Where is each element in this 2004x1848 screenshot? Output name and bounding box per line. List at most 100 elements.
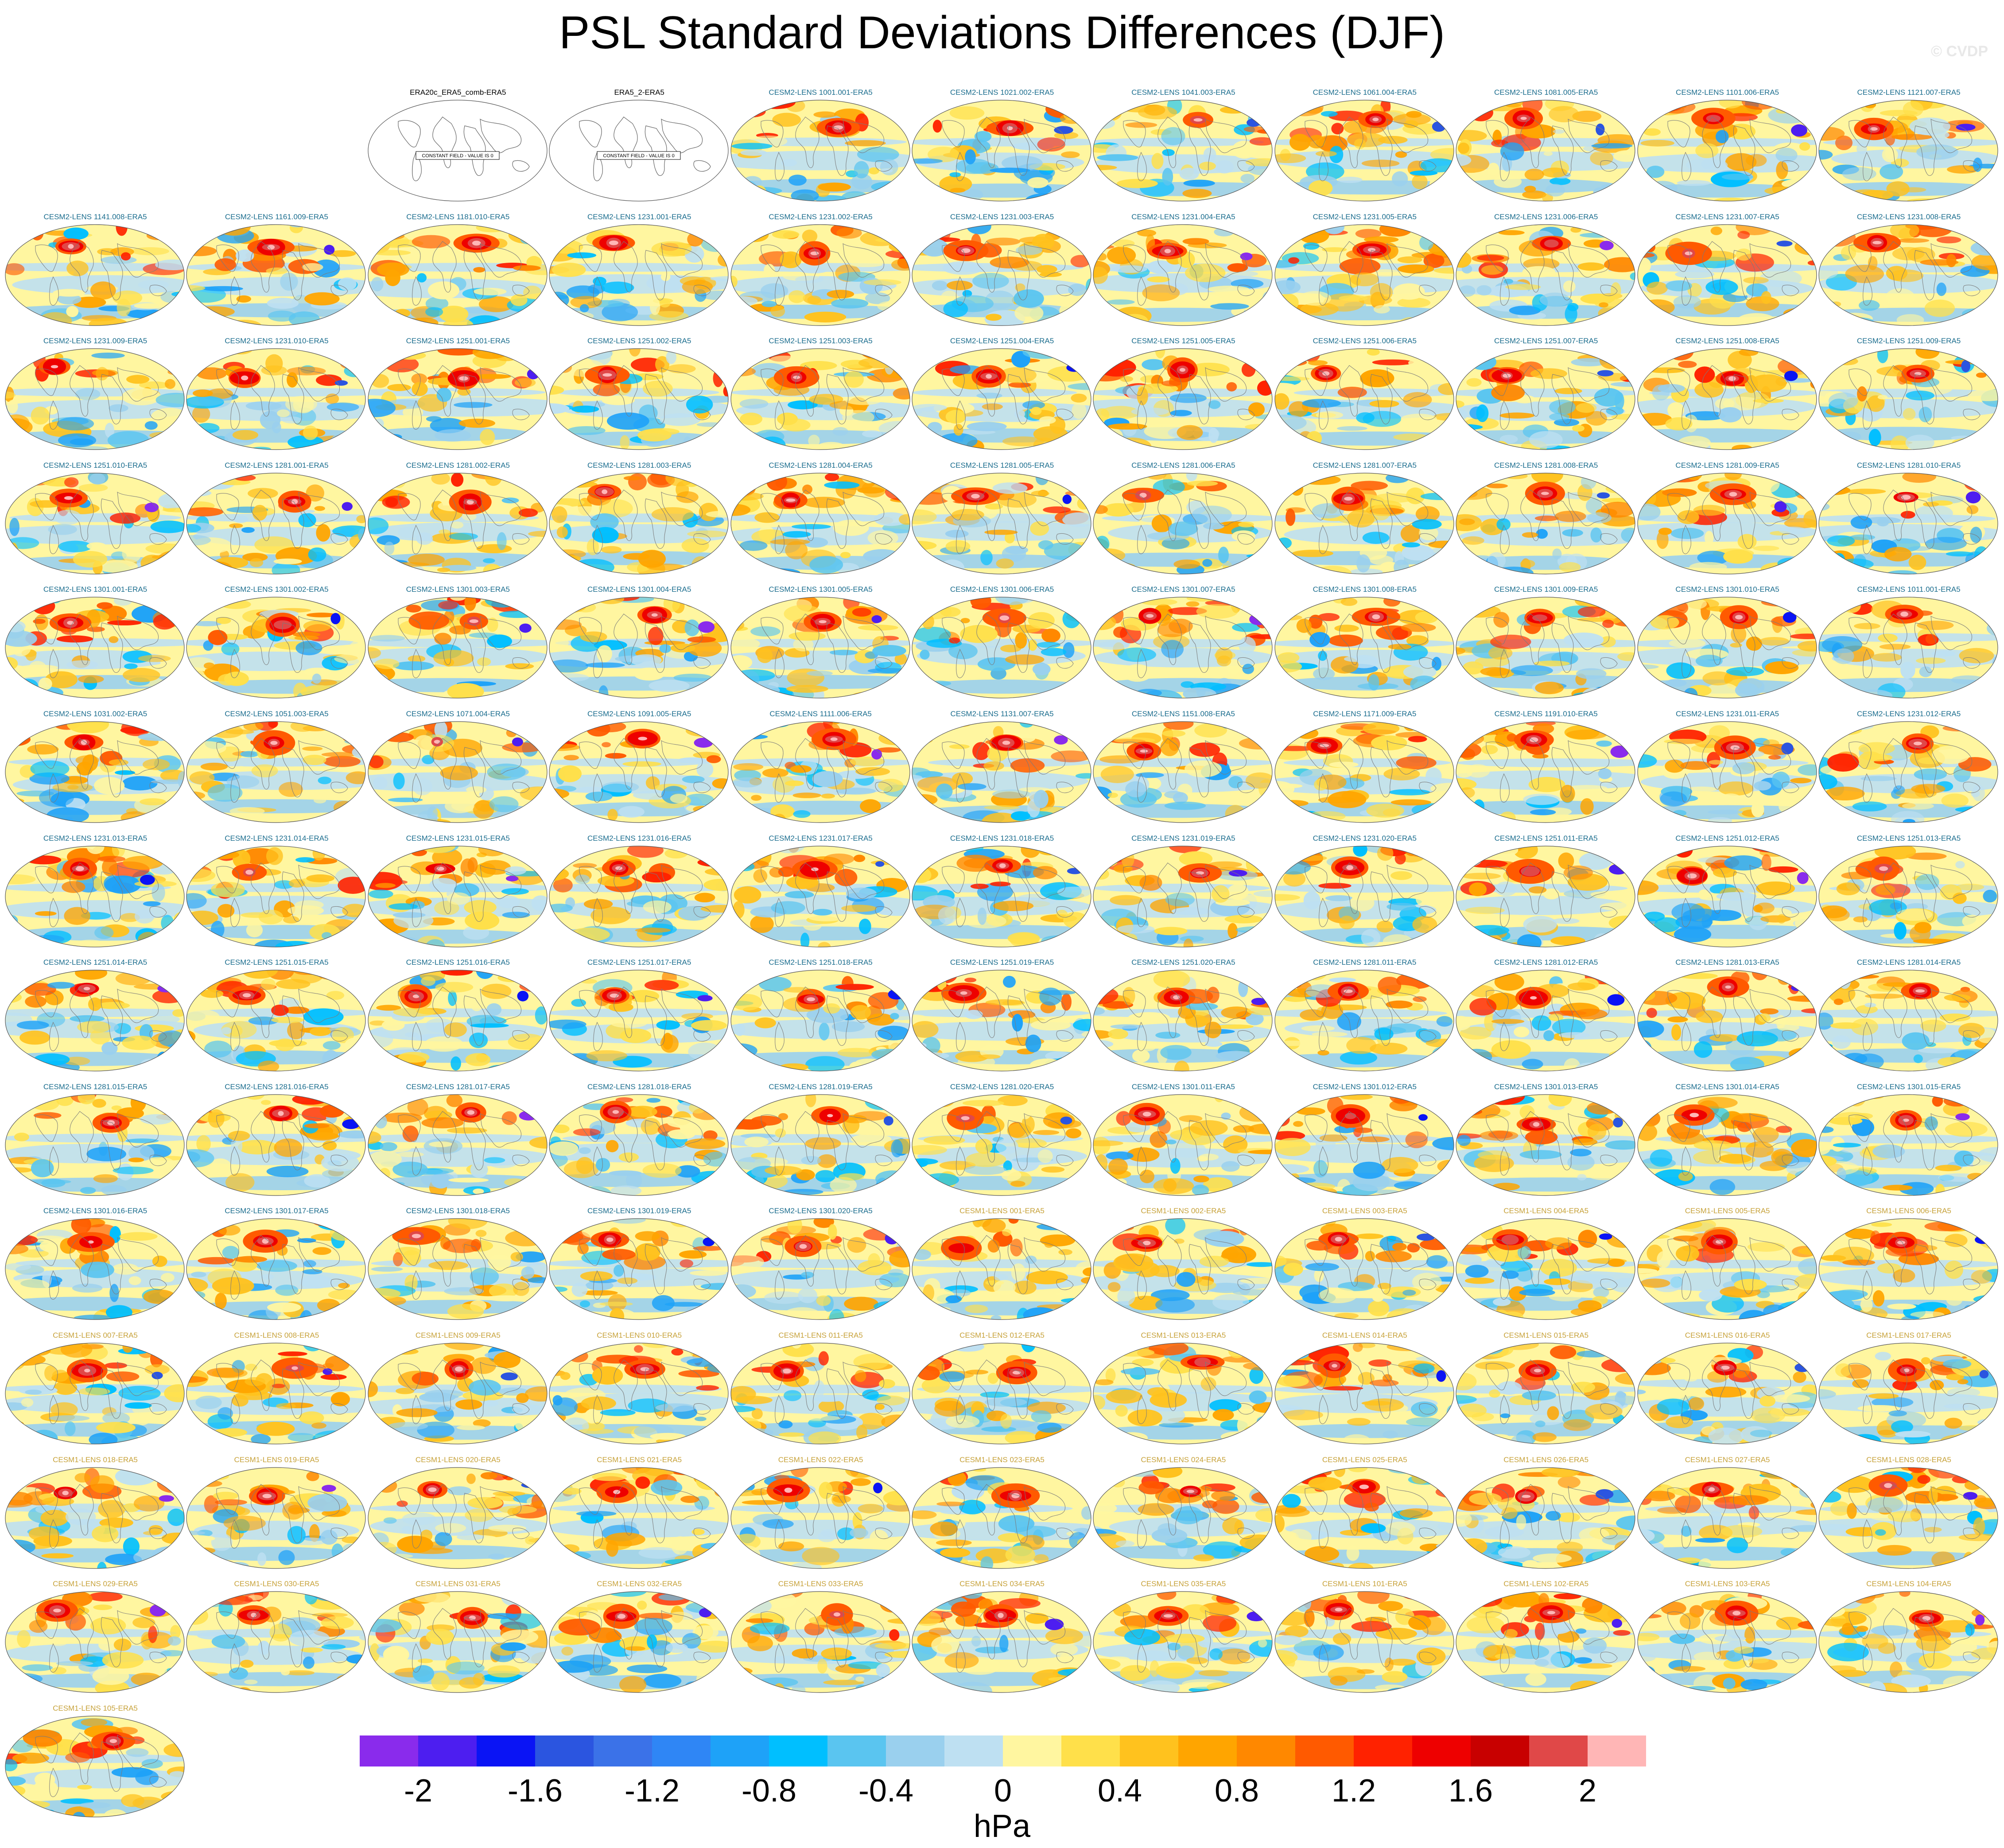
map-panel-label: CESM1-LENS 005-ERA5: [1685, 1207, 1770, 1215]
globe-map: [1637, 845, 1817, 947]
globe-map: [5, 1343, 185, 1444]
figure-title: PSL Standard Deviations Differences (DJF…: [559, 7, 1445, 58]
globe-map: [1093, 1467, 1273, 1569]
map-panel: CESM2-LENS 1301.009-ERA5: [1455, 585, 1637, 709]
map-panel-label: CESM2-LENS 1301.005-ERA5: [769, 585, 873, 594]
colorbar-swatch: [1588, 1735, 1646, 1766]
globe-map: [1456, 224, 1635, 326]
map-panel-label: CESM1-LENS 032-ERA5: [597, 1580, 682, 1588]
map-panel-label: CESM2-LENS 1281.012-ERA5: [1494, 958, 1598, 967]
map-panel: CESM1-LENS 012-ERA5: [911, 1331, 1093, 1455]
map-panel-label: CESM1-LENS 009-ERA5: [415, 1331, 501, 1339]
map-panel-label: CESM2-LENS 1231.008-ERA5: [1856, 212, 1961, 221]
map-panel: CESM2-LENS 1251.002-ERA5: [548, 336, 730, 460]
map-panel: CESM2-LENS 1151.008-ERA5: [1092, 709, 1274, 833]
map-panel-label: CESM1-LENS 016-ERA5: [1685, 1331, 1770, 1339]
map-panel-label: CESM2-LENS 1021.002-ERA5: [950, 88, 1054, 97]
map-panel: CESM1-LENS 014-ERA5: [1274, 1331, 1456, 1455]
colorbar-tick-label: 0: [994, 1773, 1012, 1809]
map-panel-label: CESM2-LENS 1251.011-ERA5: [1494, 834, 1598, 842]
map-panel: CESM1-LENS 035-ERA5: [1092, 1579, 1274, 1703]
globe-map: [368, 1343, 548, 1444]
map-panel-label: CESM1-LENS 010-ERA5: [597, 1331, 682, 1339]
map-panel-label: CESM2-LENS 1061.004-ERA5: [1313, 88, 1417, 97]
globe-map: [368, 845, 548, 947]
map-panel: CESM1-LENS 032-ERA5: [548, 1579, 730, 1703]
map-panel-label: CESM1-LENS 008-ERA5: [234, 1331, 319, 1339]
globe-map: [5, 721, 185, 823]
map-panel-label: CESM2-LENS 1251.016-ERA5: [406, 958, 510, 967]
map-panel: CESM2-LENS 1301.004-ERA5: [548, 585, 730, 709]
globe-map: [730, 970, 910, 1072]
map-panel: CESM1-LENS 105-ERA5: [4, 1704, 186, 1828]
map-panel: CESM2-LENS 1011.001-ERA5: [1818, 585, 2000, 709]
map-panel-label: CESM1-LENS 034-ERA5: [959, 1580, 1045, 1588]
map-panel-label: CESM2-LENS 1231.017-ERA5: [769, 834, 873, 842]
map-panel: CESM2-LENS 1231.003-ERA5: [911, 212, 1093, 336]
globe-map: [368, 1094, 548, 1196]
map-panel-label: CESM2-LENS 1251.020-ERA5: [1131, 958, 1235, 967]
globe-map: [186, 1343, 366, 1444]
map-panel-label: CESM2-LENS 1231.020-ERA5: [1313, 834, 1417, 842]
map-panel: CESM2-LENS 1281.009-ERA5: [1637, 461, 1818, 585]
map-panel: CESM2-LENS 1251.017-ERA5: [548, 958, 730, 1082]
map-panel-label: CESM1-LENS 028-ERA5: [1866, 1455, 1951, 1464]
map-panel: CESM2-LENS 1231.017-ERA5: [730, 834, 912, 958]
map-panel: CESM2-LENS 1301.012-ERA5: [1274, 1082, 1456, 1206]
map-panel-label: CESM2-LENS 1151.008-ERA5: [1131, 710, 1235, 718]
map-panel: CESM2-LENS 1251.012-ERA5: [1637, 834, 1818, 958]
globe-map: [730, 1467, 910, 1569]
map-panel: CESM2-LENS 1251.003-ERA5: [730, 336, 912, 460]
map-panel-label: CESM1-LENS 026-ERA5: [1503, 1455, 1589, 1464]
colorbar-swatch: [886, 1735, 945, 1766]
globe-map: [1093, 970, 1273, 1072]
map-panel: CESM2-LENS 1071.004-ERA5: [367, 709, 549, 833]
map-panel-label: CESM2-LENS 1301.002-ERA5: [225, 585, 329, 594]
colorbar-units-label: hPa: [973, 1809, 1031, 1844]
globe-map: [5, 224, 185, 326]
globe-map: [186, 721, 366, 823]
map-panel: CESM1-LENS 101-ERA5: [1274, 1579, 1456, 1703]
globe-map: [186, 348, 366, 450]
map-panel-label: CESM2-LENS 1301.020-ERA5: [769, 1207, 873, 1215]
globe-map: [1456, 1094, 1635, 1196]
globe-map: [549, 970, 729, 1072]
globe-map: [912, 845, 1091, 947]
map-panel: CESM1-LENS 104-ERA5: [1818, 1579, 2000, 1703]
map-panel: CESM1-LENS 021-ERA5: [548, 1455, 730, 1579]
map-panel-label: CESM2-LENS 1281.007-ERA5: [1313, 461, 1417, 470]
globe-map: [1274, 970, 1454, 1072]
globe-map: [5, 1591, 185, 1693]
globe-map: [1274, 224, 1454, 326]
map-panel: CESM2-LENS 1251.004-ERA5: [911, 336, 1093, 460]
globe-map: [368, 970, 548, 1072]
globe-map: [549, 1467, 729, 1569]
globe-map: [1093, 473, 1273, 575]
map-panel-label: CESM1-LENS 031-ERA5: [415, 1580, 501, 1588]
globe-map: [186, 845, 366, 947]
map-panel-label: CESM2-LENS 1301.009-ERA5: [1494, 585, 1598, 594]
map-panel-label: CESM2-LENS 1301.004-ERA5: [587, 585, 691, 594]
map-panel-label: CESM2-LENS 1011.001-ERA5: [1857, 585, 1961, 594]
map-panel-label: CESM2-LENS 1191.010-ERA5: [1494, 710, 1598, 718]
map-panel: CESM2-LENS 1301.018-ERA5: [367, 1206, 549, 1330]
map-panel-label: CESM2-LENS 1281.020-ERA5: [950, 1082, 1054, 1091]
globe-map: [1818, 845, 1998, 947]
globe-map: [1818, 970, 1998, 1072]
map-panel-label: CESM2-LENS 1231.007-ERA5: [1675, 212, 1779, 221]
map-panel-label: ERA20c_ERA5_comb-ERA5: [410, 88, 506, 97]
map-panel: CESM2-LENS 1121.007-ERA5: [1818, 88, 2000, 212]
map-panel: CESM1-LENS 022-ERA5: [730, 1455, 912, 1579]
map-panel: CESM1-LENS 009-ERA5: [367, 1331, 549, 1455]
map-panel-label: CESM2-LENS 1301.007-ERA5: [1131, 585, 1235, 594]
globe-map: [1818, 1591, 1998, 1693]
map-panel: CESM2-LENS 1231.009-ERA5: [4, 336, 186, 460]
globe-map: [5, 473, 185, 575]
globe-map: [1093, 1591, 1273, 1693]
globe-map: [5, 1218, 185, 1320]
map-panel-label: CESM1-LENS 029-ERA5: [53, 1580, 138, 1588]
map-panel: CESM2-LENS 1041.003-ERA5: [1092, 88, 1274, 212]
map-panel-label: CESM2-LENS 1281.013-ERA5: [1675, 958, 1779, 967]
map-panel: CESM1-LENS 006-ERA5: [1818, 1206, 2000, 1330]
map-panel: CESM2-LENS 1251.015-ERA5: [186, 958, 367, 1082]
